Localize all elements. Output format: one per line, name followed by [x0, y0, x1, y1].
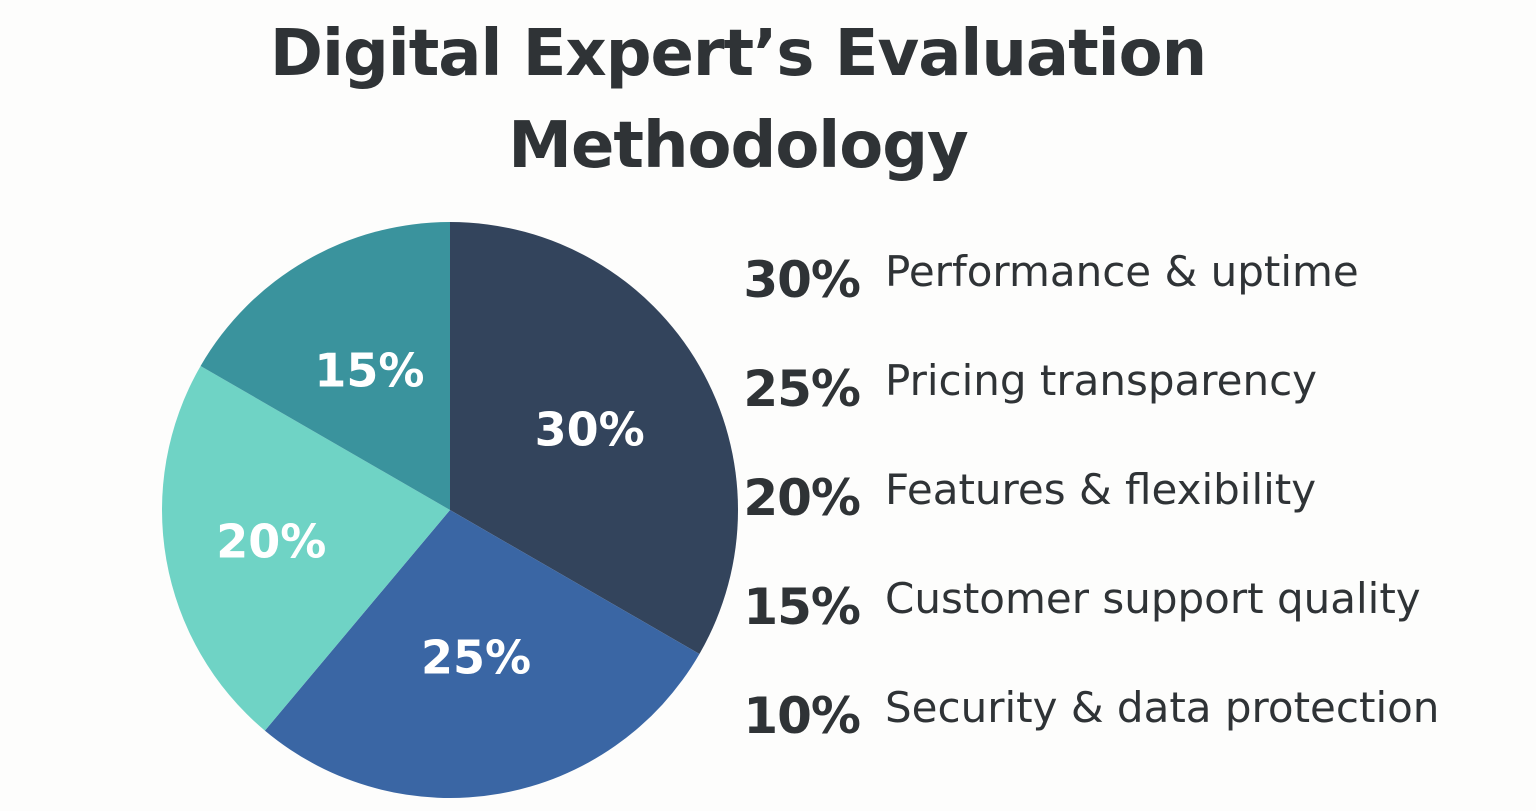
legend-item-features: 20% Features & flexibility	[730, 456, 1490, 565]
pie-slice-label: 15%	[314, 343, 424, 397]
chart-title: Digital Expert’s Evaluation Methodology	[0, 8, 1476, 192]
legend-item-pricing: 25% Pricing transparency	[730, 347, 1490, 456]
pie-slice-label: 30%	[535, 402, 645, 456]
legend-label: Pricing transparency	[885, 356, 1318, 405]
legend-label: Features & flexibility	[885, 465, 1317, 514]
legend-percent: 10%	[743, 687, 861, 745]
legend-label: Performance & uptime	[885, 247, 1359, 296]
legend-label: Security & data protection	[885, 683, 1440, 732]
legend-label: Customer support quality	[885, 574, 1421, 623]
legend-item-security: 10% Security & data protection	[730, 674, 1490, 783]
pie-slice-label: 20%	[216, 515, 326, 569]
legend-item-performance: 30% Performance & uptime	[730, 238, 1490, 347]
legend-percent: 30%	[743, 251, 861, 309]
legend-percent: 15%	[743, 578, 861, 636]
legend-percent: 25%	[743, 360, 861, 418]
chart-title-line-2: Methodology	[508, 109, 968, 183]
pie-slice-pricing-transparency	[264, 510, 700, 799]
pie-slice-performance-uptime	[450, 222, 739, 654]
legend: 30% Performance & uptime 25% Pricing tra…	[730, 238, 1490, 783]
pie-slice-label: 25%	[421, 631, 531, 685]
chart-title-line-1: Digital Expert’s Evaluation	[269, 17, 1207, 91]
pie-slice-customer-support-quality	[200, 222, 450, 510]
legend-item-support: 15% Customer support quality	[730, 565, 1490, 674]
pie-slice-features-flexibility	[161, 366, 450, 731]
pie-chart: 30% 25% 20% 15%	[161, 222, 739, 799]
legend-percent: 20%	[743, 469, 861, 527]
